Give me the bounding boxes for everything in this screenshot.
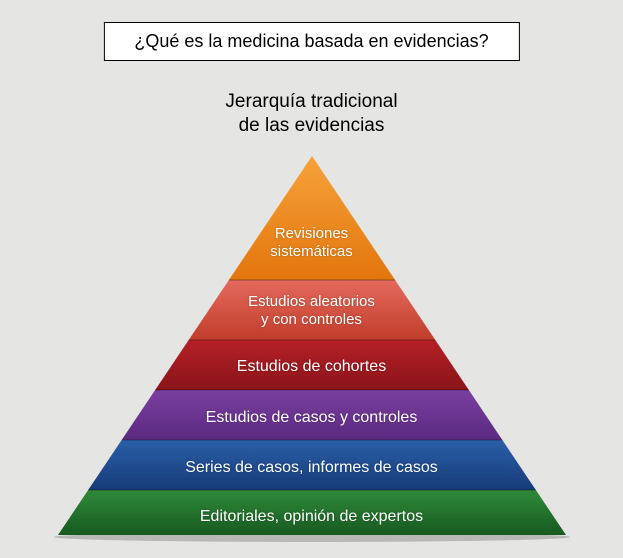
- evidence-pyramid: RevisionessistemáticasEstudios aleatorio…: [52, 150, 572, 545]
- pyramid-level-2: [155, 340, 469, 390]
- pyramid-level-1: [188, 280, 435, 340]
- subtitle: Jerarquía tradicional de las evidencias: [225, 90, 397, 138]
- title-box: ¿Qué es la medicina basada en evidencias…: [103, 22, 519, 61]
- title-text: ¿Qué es la medicina basada en evidencias…: [134, 31, 488, 51]
- pyramid-svg: [52, 150, 572, 545]
- pyramid-level-4: [88, 440, 536, 490]
- pyramid-level-0: [228, 156, 394, 280]
- subtitle-line-2: de las evidencias: [239, 115, 385, 136]
- pyramid-level-5: [58, 490, 566, 535]
- subtitle-line-1: Jerarquía tradicional: [225, 91, 397, 112]
- pyramid-level-3: [121, 390, 502, 440]
